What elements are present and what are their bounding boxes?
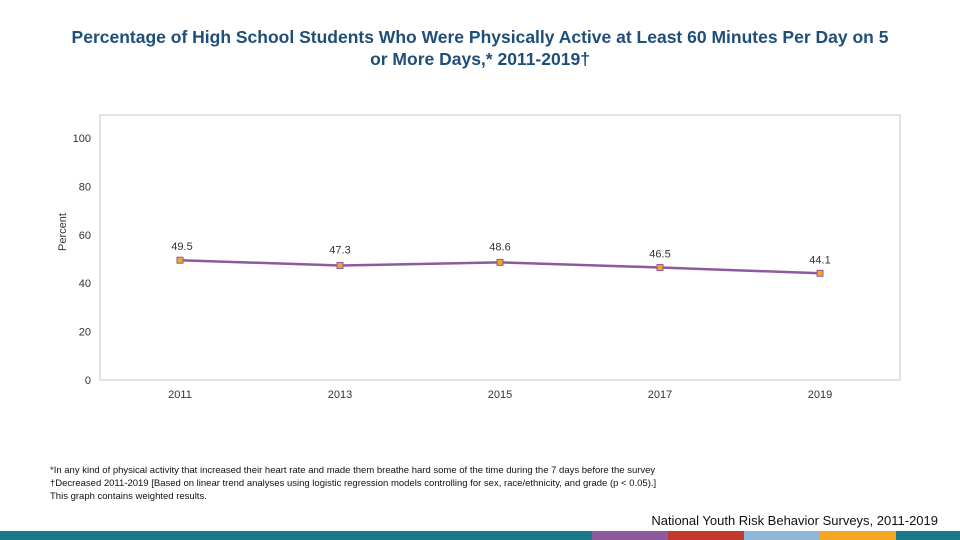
y-tick-label: 80 bbox=[79, 181, 91, 193]
data-point-marker bbox=[176, 256, 184, 264]
plot-area bbox=[99, 114, 901, 381]
x-tick-label: 2011 bbox=[168, 389, 192, 401]
footnote-1: *In any kind of physical activity that i… bbox=[50, 465, 656, 476]
bottom-bar-segment bbox=[820, 531, 896, 540]
bottom-color-bar bbox=[0, 531, 960, 540]
chart-title: Percentage of High School Students Who W… bbox=[0, 26, 960, 70]
data-label: 46.5 bbox=[649, 248, 670, 260]
data-point-marker bbox=[496, 258, 504, 266]
x-tick-label: 2019 bbox=[808, 389, 832, 401]
bottom-bar-segment bbox=[0, 531, 592, 540]
chart-title-line-1: Percentage of High School Students Who W… bbox=[71, 27, 889, 47]
y-tick-label: 40 bbox=[79, 278, 91, 290]
data-point-marker bbox=[336, 262, 344, 270]
source-credit: National Youth Risk Behavior Surveys, 20… bbox=[651, 513, 938, 528]
data-label: 48.6 bbox=[489, 241, 510, 253]
y-axis-ticks: 0 20 40 60 80 100 bbox=[73, 133, 91, 387]
footnote-3: This graph contains weighted results. bbox=[50, 491, 207, 502]
x-tick-label: 2015 bbox=[488, 389, 512, 401]
bottom-bar-segment bbox=[744, 531, 820, 540]
bottom-bar-segment bbox=[896, 531, 960, 540]
bottom-bar-segment bbox=[668, 531, 744, 540]
x-tick-label: 2013 bbox=[328, 389, 352, 401]
y-tick-label: 100 bbox=[73, 133, 91, 145]
data-label: 49.5 bbox=[171, 241, 192, 253]
data-point-marker bbox=[816, 269, 824, 277]
data-label: 47.3 bbox=[329, 245, 350, 257]
data-markers bbox=[176, 256, 824, 277]
data-point-marker bbox=[656, 263, 664, 271]
y-tick-label: 20 bbox=[79, 327, 91, 339]
y-tick-label: 60 bbox=[79, 230, 91, 242]
y-tick-label: 0 bbox=[85, 375, 91, 387]
footnotes: *In any kind of physical activity that i… bbox=[50, 464, 656, 503]
footnote-2: †Decreased 2011-2019 [Based on linear tr… bbox=[50, 478, 657, 489]
chart-title-line-2: or More Days,* 2011-2019† bbox=[370, 49, 590, 69]
data-label: 44.1 bbox=[809, 254, 830, 266]
x-tick-label: 2017 bbox=[648, 389, 672, 401]
bottom-bar-segment bbox=[592, 531, 668, 540]
y-axis-label: Percent bbox=[57, 213, 69, 251]
data-labels: 49.5 47.3 48.6 46.5 44.1 bbox=[171, 241, 830, 266]
line-chart: 0 20 40 60 80 100 2011 2013 2015 2017 2019 Percen… bbox=[57, 114, 901, 401]
x-axis-ticks: 2011 2013 2015 2017 2019 bbox=[168, 389, 832, 401]
